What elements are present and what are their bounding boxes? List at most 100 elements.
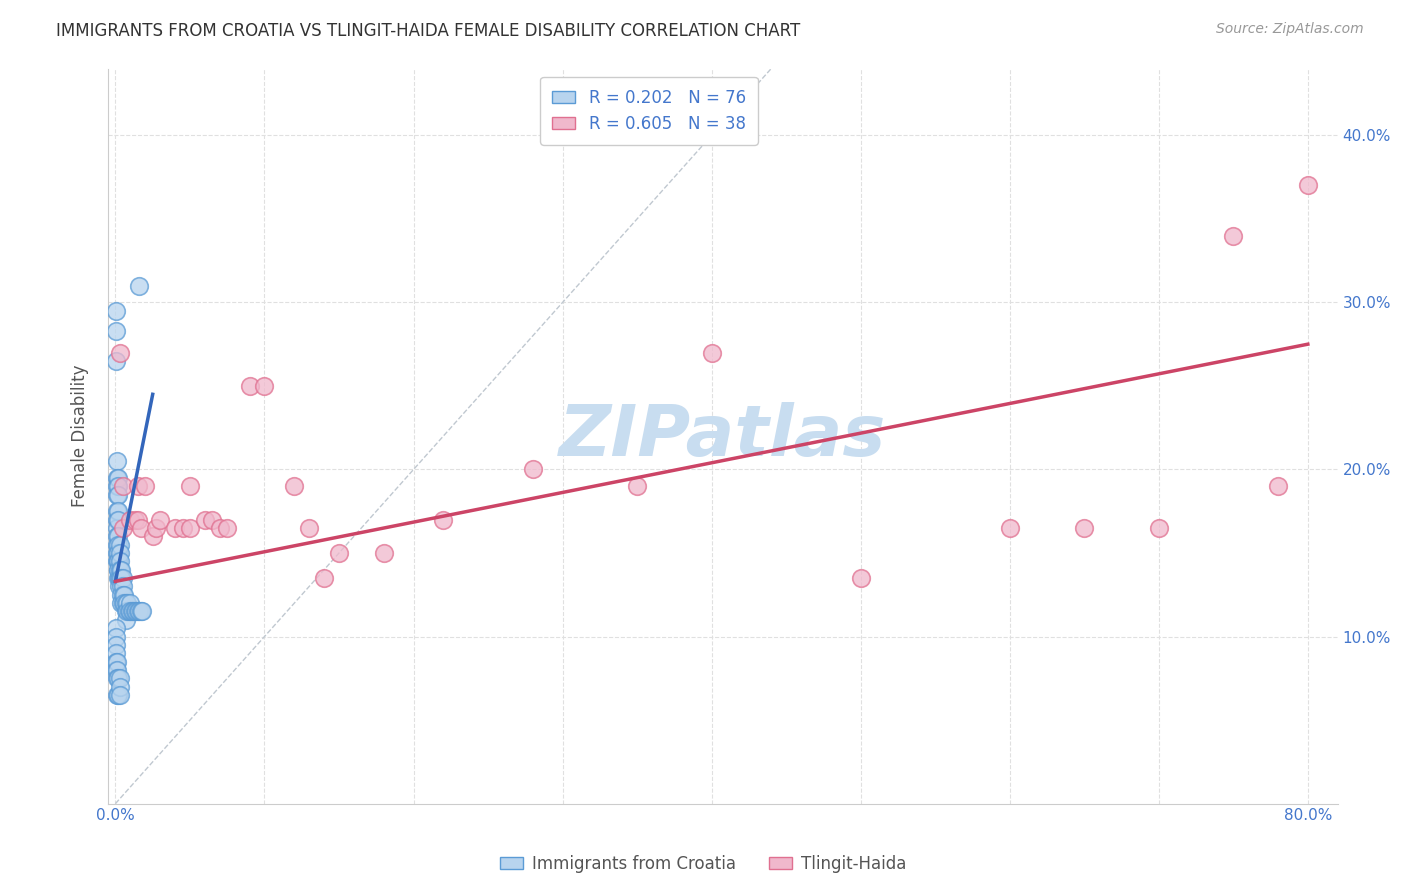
Point xyxy=(105,646,128,660)
Point xyxy=(328,546,350,560)
Point xyxy=(165,521,187,535)
Point xyxy=(111,479,134,493)
Point xyxy=(127,513,149,527)
Point xyxy=(522,462,544,476)
Point xyxy=(108,345,131,359)
Point xyxy=(108,571,131,585)
Point xyxy=(1073,521,1095,535)
Point xyxy=(105,688,128,702)
Point xyxy=(194,513,217,527)
Point xyxy=(111,571,134,585)
Point xyxy=(107,571,129,585)
Point xyxy=(107,671,129,685)
Point xyxy=(626,479,648,493)
Point xyxy=(105,630,128,644)
Point xyxy=(849,571,872,585)
Point xyxy=(105,663,128,677)
Point xyxy=(110,571,132,585)
Point xyxy=(107,529,129,543)
Point xyxy=(131,605,153,619)
Point xyxy=(283,479,305,493)
Point xyxy=(124,513,146,527)
Point xyxy=(129,605,152,619)
Point xyxy=(1296,178,1319,193)
Point xyxy=(105,454,128,468)
Point xyxy=(127,605,149,619)
Point xyxy=(105,354,128,368)
Point xyxy=(105,663,128,677)
Point xyxy=(107,513,129,527)
Point xyxy=(107,546,129,560)
Point xyxy=(107,554,129,568)
Point xyxy=(105,538,128,552)
Point xyxy=(115,613,138,627)
Point xyxy=(107,479,129,493)
Point xyxy=(121,605,143,619)
Point xyxy=(110,596,132,610)
Point xyxy=(111,596,134,610)
Point xyxy=(108,579,131,593)
Point xyxy=(108,538,131,552)
Point xyxy=(105,638,128,652)
Point xyxy=(107,538,129,552)
Point xyxy=(105,554,128,568)
Point xyxy=(208,521,231,535)
Point xyxy=(149,513,172,527)
Point xyxy=(107,471,129,485)
Point xyxy=(105,671,128,685)
Point xyxy=(127,479,149,493)
Point xyxy=(1147,521,1170,535)
Point xyxy=(373,546,395,560)
Point xyxy=(105,529,128,543)
Point xyxy=(314,571,336,585)
Text: Source: ZipAtlas.com: Source: ZipAtlas.com xyxy=(1216,22,1364,37)
Point xyxy=(217,521,239,535)
Point xyxy=(105,471,128,485)
Text: ZIPatlas: ZIPatlas xyxy=(560,401,887,471)
Point xyxy=(105,487,128,501)
Point xyxy=(120,605,142,619)
Point xyxy=(700,345,723,359)
Point xyxy=(107,554,129,568)
Point xyxy=(298,521,321,535)
Point xyxy=(107,563,129,577)
Text: IMMIGRANTS FROM CROATIA VS TLINGIT-HAIDA FEMALE DISABILITY CORRELATION CHART: IMMIGRANTS FROM CROATIA VS TLINGIT-HAIDA… xyxy=(56,22,800,40)
Point xyxy=(105,621,128,635)
Point xyxy=(105,546,128,560)
Point xyxy=(118,605,141,619)
Point xyxy=(108,554,131,568)
Point xyxy=(105,324,128,338)
Point xyxy=(111,521,134,535)
Point xyxy=(107,688,129,702)
Point xyxy=(111,579,134,593)
Point xyxy=(110,563,132,577)
Point xyxy=(179,479,201,493)
Point xyxy=(108,671,131,685)
Point xyxy=(125,605,148,619)
Point xyxy=(112,588,135,602)
Point xyxy=(124,605,146,619)
Point xyxy=(105,513,128,527)
Point xyxy=(107,563,129,577)
Point xyxy=(115,605,138,619)
Point xyxy=(120,513,142,527)
Point xyxy=(108,688,131,702)
Point xyxy=(120,596,142,610)
Point xyxy=(253,379,276,393)
Point xyxy=(108,680,131,694)
Legend: Immigrants from Croatia, Tlingit-Haida: Immigrants from Croatia, Tlingit-Haida xyxy=(494,848,912,880)
Point xyxy=(108,546,131,560)
Point xyxy=(105,479,128,493)
Point xyxy=(110,588,132,602)
Point xyxy=(110,579,132,593)
Point xyxy=(107,504,129,518)
Point xyxy=(117,596,139,610)
Point xyxy=(105,303,128,318)
Point xyxy=(122,605,145,619)
Point xyxy=(105,655,128,669)
Point xyxy=(145,521,167,535)
Point xyxy=(105,521,128,535)
Point xyxy=(129,521,152,535)
Point xyxy=(108,563,131,577)
Point xyxy=(1267,479,1289,493)
